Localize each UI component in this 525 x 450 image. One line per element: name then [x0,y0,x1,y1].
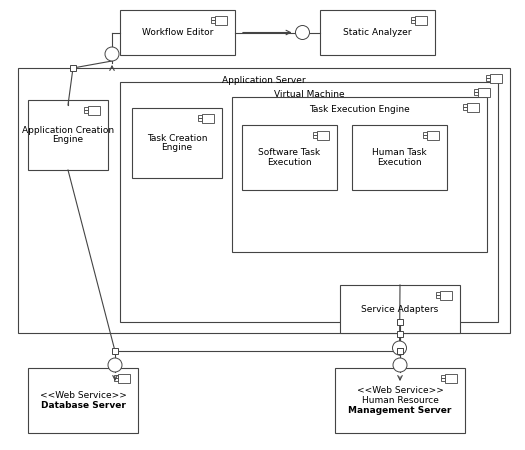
Bar [411,20,415,23]
Bar [113,374,118,378]
Text: Application Server: Application Server [222,76,306,85]
Bar [427,130,439,140]
Bar [440,378,445,382]
Bar [486,78,490,81]
Bar [474,89,478,92]
Bar [474,92,478,95]
Text: Human Task: Human Task [372,148,427,157]
Circle shape [393,358,407,372]
Circle shape [393,341,406,355]
Text: Execution: Execution [267,158,312,167]
Bar [340,285,460,333]
Bar [436,295,440,298]
Bar [202,113,214,122]
Bar [490,73,502,82]
Text: Management Server: Management Server [348,406,452,415]
Bar [317,130,329,140]
Bar [478,87,490,96]
Bar [112,348,118,354]
Text: Engine: Engine [52,135,83,144]
Bar [118,374,130,382]
Bar [120,82,498,322]
Bar [440,291,452,300]
Bar [83,107,88,110]
Bar [415,15,427,24]
Bar [197,118,202,122]
Bar [335,368,465,433]
Circle shape [296,26,310,40]
Bar [215,15,227,24]
Bar [83,110,88,113]
Bar [445,374,457,382]
Text: Static Analyzer: Static Analyzer [343,28,412,37]
Bar [132,108,222,178]
Text: Virtual Machine: Virtual Machine [274,90,344,99]
Bar [28,100,108,170]
Text: Execution: Execution [377,158,422,167]
Bar [411,17,415,20]
Bar [463,104,467,107]
Bar [352,125,447,190]
Bar [436,292,440,295]
Bar [396,331,403,337]
Bar [423,131,427,135]
Bar [211,20,215,23]
Text: Task Creation: Task Creation [147,134,207,143]
Bar [197,115,202,118]
Bar [70,65,76,71]
Text: Task Execution Engine: Task Execution Engine [309,105,410,114]
Text: Database Server: Database Server [40,401,125,410]
Bar [18,68,510,333]
Bar [486,75,490,78]
Bar [463,107,467,110]
Circle shape [108,358,122,372]
Bar [242,125,337,190]
Bar [396,319,403,325]
Circle shape [105,47,119,61]
Bar [312,131,317,135]
Bar [397,348,403,354]
Bar [113,378,118,382]
Text: Human Resource: Human Resource [362,396,438,405]
Bar [320,10,435,55]
Text: Workflow Editor: Workflow Editor [142,28,213,37]
Bar [232,97,487,252]
Bar [312,135,317,139]
Text: Service Adapters: Service Adapters [361,305,438,314]
Text: Engine: Engine [162,144,193,153]
Bar [397,348,403,354]
Bar [88,105,100,114]
Bar [440,374,445,378]
Text: Software Task: Software Task [258,148,321,157]
Text: Application Creation: Application Creation [22,126,114,135]
Bar [28,368,138,433]
Text: <<Web Service>>: <<Web Service>> [356,386,444,395]
Bar [423,135,427,139]
Bar [211,17,215,20]
Bar [467,103,479,112]
Text: <<Web Service>>: <<Web Service>> [39,391,127,400]
Bar [120,10,235,55]
